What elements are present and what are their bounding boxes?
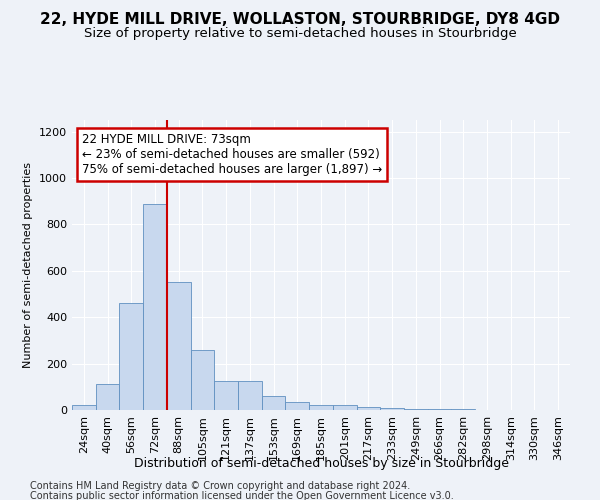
Bar xyxy=(214,381,238,410)
Bar xyxy=(143,204,167,410)
Text: Size of property relative to semi-detached houses in Stourbridge: Size of property relative to semi-detach… xyxy=(83,28,517,40)
Bar xyxy=(167,282,191,410)
Text: Distribution of semi-detached houses by size in Stourbridge: Distribution of semi-detached houses by … xyxy=(133,458,509,470)
Y-axis label: Number of semi-detached properties: Number of semi-detached properties xyxy=(23,162,34,368)
Bar xyxy=(238,381,262,410)
Bar xyxy=(119,304,143,410)
Text: Contains public sector information licensed under the Open Government Licence v3: Contains public sector information licen… xyxy=(30,491,454,500)
Bar xyxy=(309,406,333,410)
Bar xyxy=(72,406,96,410)
Bar xyxy=(380,408,404,410)
Bar xyxy=(262,396,286,410)
Bar xyxy=(191,350,214,410)
Text: 22, HYDE MILL DRIVE, WOLLASTON, STOURBRIDGE, DY8 4GD: 22, HYDE MILL DRIVE, WOLLASTON, STOURBRI… xyxy=(40,12,560,28)
Text: Contains HM Land Registry data © Crown copyright and database right 2024.: Contains HM Land Registry data © Crown c… xyxy=(30,481,410,491)
Bar xyxy=(96,384,119,410)
Bar xyxy=(356,406,380,410)
Text: 22 HYDE MILL DRIVE: 73sqm
← 23% of semi-detached houses are smaller (592)
75% of: 22 HYDE MILL DRIVE: 73sqm ← 23% of semi-… xyxy=(82,133,382,176)
Bar xyxy=(404,409,428,410)
Bar xyxy=(286,402,309,410)
Bar xyxy=(333,406,356,410)
